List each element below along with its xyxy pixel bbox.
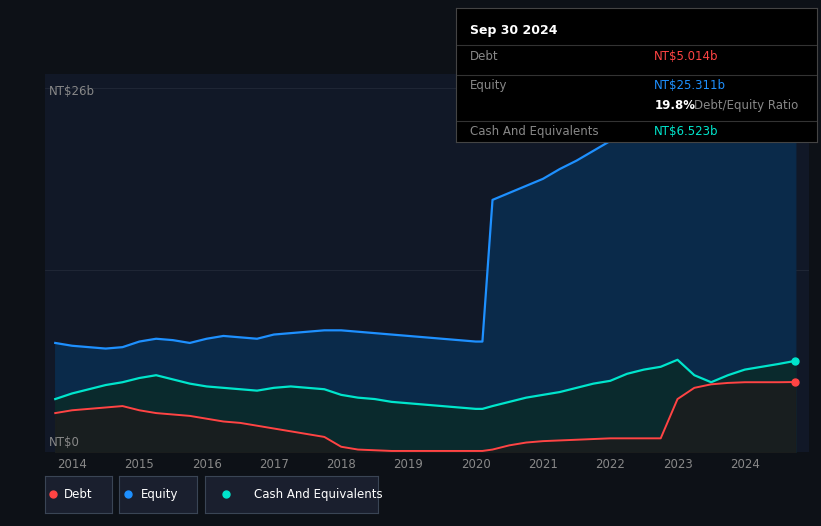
Text: Sep 30 2024: Sep 30 2024: [470, 24, 557, 37]
Text: NT$6.523b: NT$6.523b: [654, 125, 719, 138]
Text: NT$0: NT$0: [49, 436, 80, 449]
Text: Debt: Debt: [470, 49, 498, 63]
Text: Debt/Equity Ratio: Debt/Equity Ratio: [694, 99, 798, 113]
Text: NT$5.014b: NT$5.014b: [654, 49, 719, 63]
Text: Equity: Equity: [141, 488, 178, 501]
Text: NT$26b: NT$26b: [49, 85, 95, 98]
Text: NT$25.311b: NT$25.311b: [654, 79, 727, 92]
Text: Equity: Equity: [470, 79, 507, 92]
Text: Debt: Debt: [64, 488, 93, 501]
Text: Cash And Equivalents: Cash And Equivalents: [254, 488, 382, 501]
Text: Cash And Equivalents: Cash And Equivalents: [470, 125, 599, 138]
Text: 19.8%: 19.8%: [654, 99, 695, 113]
